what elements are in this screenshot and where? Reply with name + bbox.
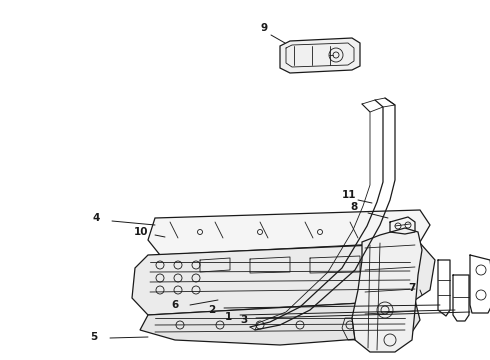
Polygon shape [148, 210, 430, 255]
Text: 8: 8 [350, 202, 358, 212]
Polygon shape [352, 228, 422, 352]
Text: 2: 2 [208, 305, 216, 315]
Text: 7: 7 [408, 283, 416, 293]
Text: 3: 3 [241, 315, 247, 325]
Text: 5: 5 [90, 332, 98, 342]
Polygon shape [140, 300, 420, 345]
Text: 6: 6 [172, 300, 179, 310]
Text: 11: 11 [342, 190, 356, 200]
Polygon shape [280, 38, 360, 73]
Polygon shape [132, 243, 435, 315]
Text: 10: 10 [134, 227, 148, 237]
Text: 9: 9 [261, 23, 268, 33]
Text: 1: 1 [224, 312, 232, 322]
Text: 4: 4 [92, 213, 99, 223]
